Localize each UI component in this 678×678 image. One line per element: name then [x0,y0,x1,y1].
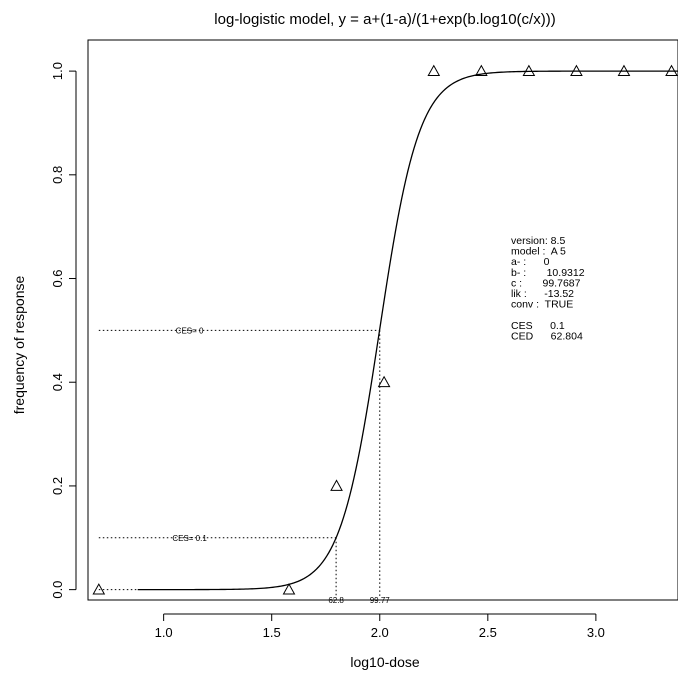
reference-lines: CES= 0 99.77 CES= 0.1 62.8 [98,326,391,605]
data-point [427,64,441,77]
annotation-line: c : 99.7687 [511,277,581,289]
x-axis: 1.0 1.5 2.0 2.5 3.0 [155,613,605,640]
data-point [665,64,678,77]
annotation-line: b- : 10.9312 [511,267,585,279]
ced-value-label: 99.77 [370,596,391,605]
data-point [282,583,296,595]
ced-value-label: 62.8 [328,596,344,605]
data-point [570,64,583,77]
annotation-line: conv : TRUE [511,299,573,311]
annotation-line: CES 0.1 [511,320,565,332]
ces-label: CES= 0.1 [172,534,207,543]
y-tick-label: 0.0 [50,581,65,599]
chart-title: log-logistic model, y = a+(1-a)/(1+exp(b… [214,11,555,28]
x-tick-label: 1.0 [155,625,173,640]
x-tick-label: 3.0 [587,625,605,640]
x-tick-label: 2.5 [479,625,497,640]
y-tick-label: 0.8 [50,166,65,184]
fitted-curve [137,70,678,591]
data-point [92,583,106,595]
annotation-line: a- : 0 [511,256,550,268]
y-axis-title: frequency of response [11,276,27,415]
data-point [330,479,343,491]
annotation-line: version: 8.5 [511,235,565,247]
annotation-line: lik : -13.52 [511,288,574,300]
y-axis: 0.0 0.2 0.4 0.6 0.8 1.0 [50,62,77,599]
x-tick-label: 2.0 [371,625,389,640]
data-point [474,64,488,77]
x-tick-label: 1.5 [263,625,281,640]
y-tick-label: 0.2 [50,477,65,495]
data-point [377,375,391,388]
data-point [522,64,536,77]
y-tick-label: 0.4 [50,373,65,391]
ces-label: CES= 0 [176,326,204,335]
y-tick-label: 1.0 [50,62,65,80]
data-point [617,64,631,77]
observed-points [92,64,678,595]
annotation-line: model : A 5 [511,246,566,258]
y-tick-label: 0.6 [50,269,65,287]
x-axis-title: log10-dose [350,654,419,670]
annotation-line: CED 62.804 [511,330,583,342]
plot-frame [87,39,678,601]
